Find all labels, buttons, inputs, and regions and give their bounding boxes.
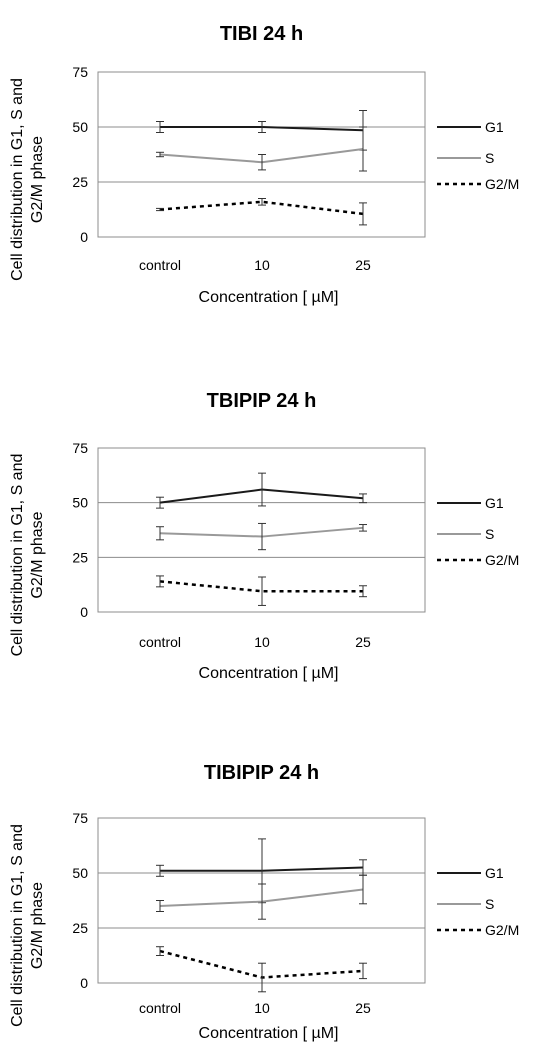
error-bar xyxy=(258,522,266,551)
error-bar xyxy=(156,575,164,588)
y-tick-label: 0 xyxy=(80,604,88,620)
y-axis-label-line: G2/M phase xyxy=(29,511,46,598)
error-bar xyxy=(156,946,164,956)
x-axis-label: Concentration [ µM] xyxy=(199,665,339,682)
error-bar xyxy=(156,207,164,212)
error-bar xyxy=(359,202,367,226)
error-bar xyxy=(359,126,367,172)
error-bar xyxy=(258,472,266,507)
series-s xyxy=(156,874,367,920)
error-bar xyxy=(258,121,266,133)
x-tick-label: 25 xyxy=(355,634,371,650)
y-tick-label: 0 xyxy=(80,229,88,245)
x-tick-label: control xyxy=(139,257,181,273)
error-bar xyxy=(156,121,164,133)
y-axis-label-line: G2/M phase xyxy=(29,136,46,223)
error-bar xyxy=(258,883,266,920)
series-g2-m xyxy=(156,575,367,606)
error-bar xyxy=(258,962,266,993)
error-bar xyxy=(156,864,164,877)
y-axis-label-line: Cell distribution in G1, S and xyxy=(9,824,26,1027)
error-bar xyxy=(258,198,266,206)
legend-label: G2/M xyxy=(485,552,519,568)
plot-area-frame xyxy=(97,447,426,613)
x-axis-label: Concentration [ µM] xyxy=(199,1025,339,1042)
error-bar xyxy=(359,585,367,598)
error-bar xyxy=(258,576,266,606)
chart-title: TBIPIP 24 h xyxy=(207,390,317,412)
x-axis-label: Concentration [ µM] xyxy=(199,289,339,306)
legend-label: G1 xyxy=(485,495,504,511)
y-axis-label-line: Cell distribution in G1, S and xyxy=(9,454,26,657)
x-tick-label: 25 xyxy=(355,1000,371,1016)
legend-label: S xyxy=(485,526,494,542)
error-bar xyxy=(156,151,164,158)
error-bar xyxy=(156,496,164,509)
x-tick-label: control xyxy=(139,634,181,650)
y-tick-label: 0 xyxy=(80,975,88,991)
plot-area-frame xyxy=(97,71,426,238)
legend-label: G2/M xyxy=(485,176,519,192)
y-tick-label: 75 xyxy=(72,810,88,826)
x-tick-label: 25 xyxy=(355,257,371,273)
y-tick-label: 25 xyxy=(72,549,88,565)
legend-label: G1 xyxy=(485,865,504,881)
series-s xyxy=(156,126,367,172)
y-axis-label-line: G2/M phase xyxy=(29,882,46,969)
y-axis-label: Cell distribution in G1, S and G2/M phase xyxy=(9,454,46,657)
x-tick-label: 10 xyxy=(254,257,270,273)
legend-label: S xyxy=(485,150,494,166)
y-tick-label: 25 xyxy=(72,174,88,190)
chart-panel-2: TBIPIP 24 h 0 25 50 75 Cell distribution in G… xyxy=(9,390,519,682)
y-axis-label-line: Cell distribution in G1, S and xyxy=(9,78,26,281)
legend-label: G2/M xyxy=(485,922,519,938)
y-tick-label: 25 xyxy=(72,920,88,936)
series-line xyxy=(159,200,364,216)
error-bar xyxy=(359,493,367,504)
series-g1 xyxy=(156,110,367,151)
error-bar xyxy=(156,900,164,912)
y-axis-label: Cell distribution in G1, S and G2/M phase xyxy=(9,78,46,281)
error-bar xyxy=(359,962,367,980)
legend-label: S xyxy=(485,896,494,912)
error-bar xyxy=(156,526,164,541)
x-tick-label: control xyxy=(139,1000,181,1016)
x-tick-label: 10 xyxy=(254,1000,270,1016)
error-bar xyxy=(359,524,367,532)
chart-title: TIBIPIP 24 h xyxy=(204,762,319,784)
y-tick-label: 75 xyxy=(72,440,88,456)
y-tick-label: 50 xyxy=(72,119,88,135)
error-bar xyxy=(359,874,367,905)
y-axis-label: Cell distribution in G1, S and G2/M phase xyxy=(9,824,46,1027)
series-g2-m xyxy=(156,198,367,226)
series-g1 xyxy=(156,472,367,509)
y-tick-label: 75 xyxy=(72,64,88,80)
chart-panel-3: TIBIPIP 24 h 0 25 50 75 Cell distribution in … xyxy=(9,762,519,1042)
y-tick-label: 50 xyxy=(72,865,88,881)
chart-panel-1: TIBI 24 h 0 25 50 75 Cell distribution in G1,… xyxy=(9,23,519,306)
error-bar xyxy=(258,154,266,171)
legend-label: G1 xyxy=(485,119,504,135)
x-tick-label: 10 xyxy=(254,634,270,650)
series-g2-m xyxy=(156,946,367,993)
series-s xyxy=(156,522,367,551)
series-line xyxy=(159,580,363,593)
y-tick-label: 50 xyxy=(72,495,88,511)
chart-title: TIBI 24 h xyxy=(220,23,303,45)
